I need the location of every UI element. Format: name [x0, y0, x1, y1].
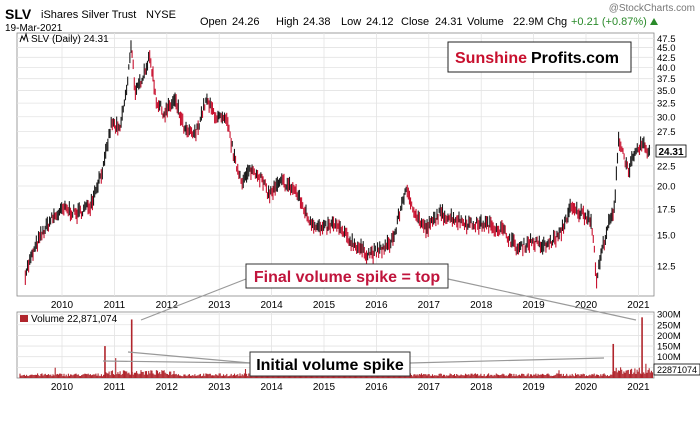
volume-x-tick-label: 2011 [104, 382, 126, 393]
volume-y-tick-label: 200M [657, 331, 681, 342]
open-value: 24.26 [232, 16, 260, 28]
volume-legend: Volume 22,871,074 [31, 314, 118, 325]
ticker-name: iShares Silver Trust [41, 9, 136, 21]
volume-legend-icon [20, 315, 28, 322]
price-x-tick-label: 2016 [365, 300, 388, 311]
volume-series [19, 317, 654, 378]
price-y-tick-label: 40.0 [657, 63, 676, 74]
price-y-tick-label: 42.5 [657, 53, 676, 64]
exchange-name: NYSE [146, 9, 176, 21]
close-label: Close [401, 16, 429, 28]
volume-value: 22.9M [513, 16, 544, 28]
last-volume-value: 22871074 [657, 365, 697, 375]
low-value: 24.12 [366, 16, 394, 28]
price-x-tick-label: 2014 [260, 300, 283, 311]
price-x-axis: 2010 2011 2012 2013 2014 2015 2016 2017 2018 2019… [51, 300, 650, 311]
ohlc-summary: Open 24.26 High 24.38 Low 24.12 Close 24… [200, 16, 658, 28]
price-y-tick-label: 17.5 [657, 204, 676, 215]
annotation-initial: Initial volume spike [102, 351, 605, 377]
price-y-tick-label: 15.0 [657, 231, 676, 242]
high-label: High [276, 16, 299, 28]
chart-date: 19-Mar-2021 [5, 23, 63, 34]
price-y-tick-label: 30.0 [657, 112, 676, 123]
chg-value: +0.21 (+0.87%) [571, 16, 647, 28]
volume-y-tick-label: 150M [657, 342, 681, 353]
volume-x-tick-label: 2014 [260, 382, 283, 393]
volume-x-tick-label: 2010 [51, 382, 74, 393]
last-price-value: 24.31 [658, 147, 683, 158]
annotation-initial-line-2 [127, 351, 251, 364]
price-legend-icon [19, 32, 29, 43]
price-y-tick-label: 45.0 [657, 43, 676, 54]
volume-x-tick-label: 2020 [575, 382, 598, 393]
price-y-tick-label: 27.5 [657, 127, 676, 138]
price-panel-frame [16, 32, 655, 297]
annotation-initial-line-3 [409, 357, 605, 364]
brand-black-text: Profits.com [531, 50, 619, 67]
volume-y-tick-label: 300M [657, 310, 681, 321]
annotation-top-line-right [447, 278, 637, 321]
low-label: Low [341, 16, 361, 28]
price-x-tick-label: 2020 [575, 300, 598, 311]
price-y-tick-label: 20.0 [657, 181, 676, 192]
price-x-tick-label: 2011 [104, 300, 126, 311]
price-x-tick-label: 2019 [522, 300, 545, 311]
ticker-symbol: SLV [5, 6, 32, 22]
price-series [24, 40, 650, 289]
volume-x-tick-label: 2015 [313, 382, 336, 393]
price-x-tick-label: 2013 [208, 300, 231, 311]
volume-x-tick-label: 2012 [156, 382, 179, 393]
price-x-tick-label: 2012 [156, 300, 179, 311]
price-y-tick-label: 35.0 [657, 86, 676, 97]
high-value: 24.38 [303, 16, 331, 28]
volume-x-axis: 2010 2011 2012 2013 2014 2015 2016 2017 2018 2019… [51, 382, 650, 393]
close-value: 24.31 [435, 16, 463, 28]
price-x-tick-label: 2010 [51, 300, 74, 311]
price-x-tick-label: 2015 [313, 300, 336, 311]
price-y-tick-label: 47.5 [657, 34, 676, 45]
volume-y-tick-label: 100M [657, 352, 681, 363]
volume-panel: 50M100M150M200M250M300M 2010201120122013… [16, 310, 700, 393]
price-y-tick-label: 12.5 [657, 262, 676, 273]
watermark: @StockCharts.com [609, 3, 695, 14]
price-y-tick-label: 37.5 [657, 74, 676, 85]
annotation-top-text: Final volume spike = top [254, 269, 440, 286]
chg-up-arrow-icon [650, 18, 658, 25]
price-x-tick-label: 2021 [627, 300, 650, 311]
sunshine-profits-logo: Sunshine Profits.com [447, 41, 632, 73]
volume-y-tick-label: 250M [657, 320, 681, 331]
annotation-top: Final volume spike = top [140, 263, 637, 321]
annotation-initial-line-1 [102, 360, 251, 364]
price-y-tick-label: 22.5 [657, 161, 676, 172]
volume-x-tick-label: 2021 [627, 382, 650, 393]
chg-label: Chg [547, 16, 567, 28]
brand-red-text: Sunshine [455, 50, 527, 67]
price-legend: SLV (Daily) 24.31 [31, 34, 109, 45]
volume-x-tick-label: 2017 [418, 382, 441, 393]
price-x-tick-label: 2017 [418, 300, 441, 311]
volume-x-tick-label: 2018 [470, 382, 493, 393]
annotation-initial-text: Initial volume spike [256, 357, 404, 374]
price-y-tick-label: 32.5 [657, 99, 676, 110]
price-panel: 12.515.017.520.022.525.027.530.032.535.0… [16, 32, 687, 311]
volume-label: Volume [467, 16, 504, 28]
last-volume-tag: 22871074 [653, 363, 700, 376]
price-x-tick-label: 2018 [470, 300, 493, 311]
volume-x-tick-label: 2013 [208, 382, 231, 393]
annotation-top-line-left [140, 278, 247, 321]
last-price-tag: 24.31 [655, 144, 687, 158]
open-label: Open [200, 16, 227, 28]
volume-x-tick-label: 2016 [365, 382, 388, 393]
volume-x-tick-label: 2019 [522, 382, 545, 393]
